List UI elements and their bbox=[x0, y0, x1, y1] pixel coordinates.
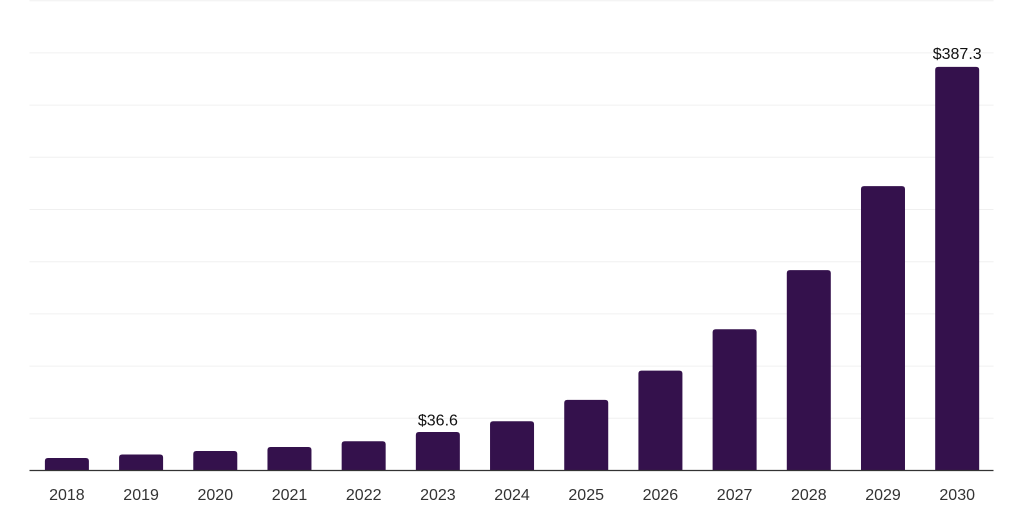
svg-text:2024: 2024 bbox=[494, 487, 530, 504]
svg-text:2023: 2023 bbox=[420, 487, 456, 504]
svg-text:2022: 2022 bbox=[346, 487, 382, 504]
svg-text:2025: 2025 bbox=[568, 487, 604, 504]
svg-text:2026: 2026 bbox=[643, 487, 679, 504]
svg-text:$387.3: $387.3 bbox=[933, 46, 982, 63]
svg-text:2029: 2029 bbox=[865, 487, 901, 504]
svg-text:2018: 2018 bbox=[49, 487, 85, 504]
svg-text:2027: 2027 bbox=[717, 487, 753, 504]
svg-text:2028: 2028 bbox=[791, 487, 827, 504]
svg-text:$36.6: $36.6 bbox=[418, 413, 458, 430]
svg-text:2021: 2021 bbox=[272, 487, 308, 504]
svg-text:2030: 2030 bbox=[939, 487, 975, 504]
svg-text:2019: 2019 bbox=[123, 487, 159, 504]
svg-text:2020: 2020 bbox=[198, 487, 234, 504]
